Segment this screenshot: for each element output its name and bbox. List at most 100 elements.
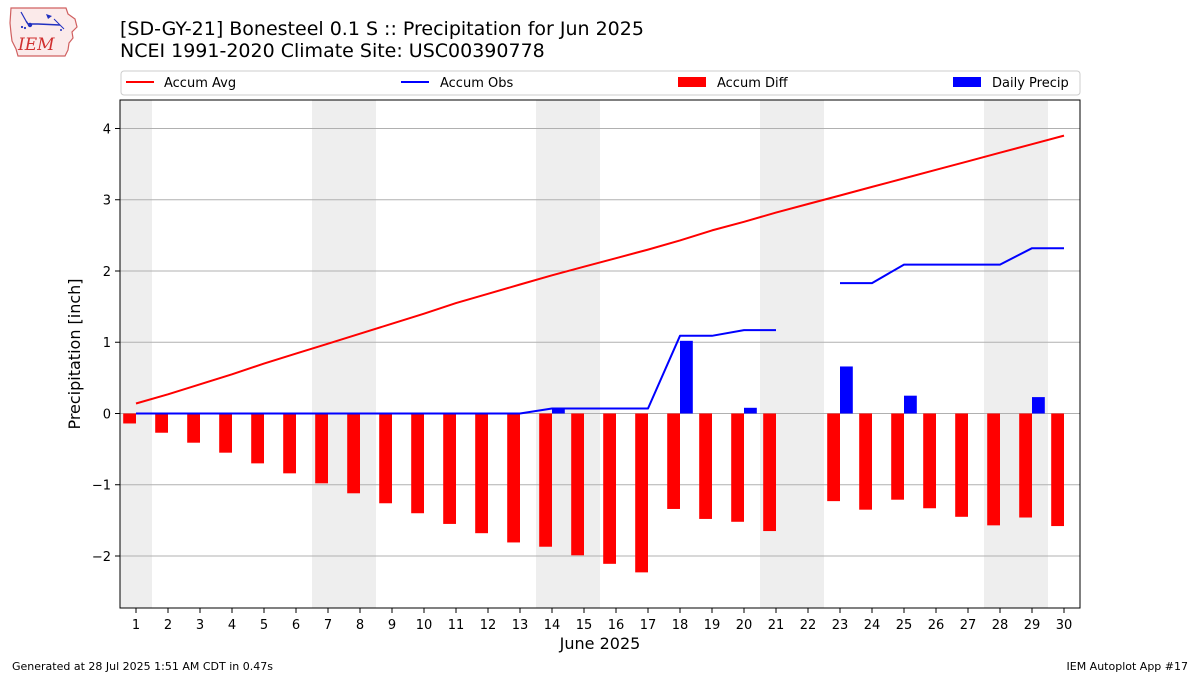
y-tick-label-1: 1	[103, 336, 111, 351]
x-tick-label-22: 22	[800, 618, 817, 633]
accum-diff-bar-day-18	[667, 413, 680, 509]
x-tick-label-29: 29	[1024, 618, 1041, 633]
accum-diff-bar-day-15	[571, 413, 584, 556]
x-tick-label-15: 15	[576, 618, 593, 633]
x-tick-label-13: 13	[512, 618, 529, 633]
generated-timestamp: Generated at 28 Jul 2025 1:51 AM CDT in …	[12, 660, 273, 673]
x-tick-label-19: 19	[704, 618, 721, 633]
x-tick-label-7: 7	[324, 618, 332, 633]
x-tick-label-11: 11	[448, 618, 465, 633]
plot-frame	[119, 99, 1081, 609]
daily-precip-bar-day-14	[552, 408, 565, 414]
x-tick-label-16: 16	[608, 618, 625, 633]
y-tick-label-3: 3	[103, 194, 111, 209]
accum-diff-bar-day-3	[187, 413, 200, 443]
accum-diff-bar-day-2	[155, 413, 168, 433]
weekend-shade-day-21	[760, 100, 792, 608]
weekend-shade-day-28	[984, 100, 1016, 608]
accum-diff-bar-day-24	[859, 413, 872, 510]
legend-swatch-daily-precip	[953, 77, 981, 87]
accum-diff-bar-day-27	[955, 413, 968, 517]
x-tick-label-18: 18	[672, 618, 689, 633]
x-tick-label-8: 8	[356, 618, 364, 633]
accum-diff-bar-day-5	[251, 413, 264, 464]
x-tick-label-14: 14	[544, 618, 561, 633]
accum-diff-bar-day-29	[1019, 413, 1032, 518]
chart-subtitle: NCEI 1991-2020 Climate Site: USC00390778	[120, 40, 545, 62]
weekend-shade-day-29	[1016, 100, 1048, 608]
daily-precip-bar-day-23	[840, 366, 853, 414]
x-tick-label-23: 23	[832, 618, 849, 633]
legend-label-accum-avg: Accum Avg	[164, 76, 236, 91]
x-tick-label-20: 20	[736, 618, 753, 633]
x-tick-label-4: 4	[228, 618, 236, 633]
x-tick-label-10: 10	[416, 618, 433, 633]
accum-diff-bar-day-10	[411, 413, 424, 514]
x-tick-label-27: 27	[960, 618, 977, 633]
y-axis-label: Precipitation [inch]	[65, 278, 84, 429]
x-tick-label-1: 1	[132, 618, 140, 633]
iowa-outline	[9, 7, 78, 57]
legend-frame	[120, 70, 1081, 96]
accum-diff-bar-day-30	[1051, 413, 1064, 527]
x-tick-label-5: 5	[260, 618, 268, 633]
series-lines	[135, 134, 1065, 415]
accum-diff-bar-day-8	[347, 413, 360, 494]
x-tick-label-3: 3	[196, 618, 204, 633]
y-tick-label--1: −1	[92, 479, 111, 494]
y-tick-label--2: −2	[92, 550, 111, 565]
accum-diff-bar-day-13	[507, 413, 520, 543]
accum-diff-bar-day-11	[443, 413, 456, 524]
accum-diff-bar-day-16	[603, 413, 616, 564]
x-tick-label-17: 17	[640, 618, 657, 633]
x-axis-label: June 2025	[559, 634, 641, 653]
weekend-shading	[120, 100, 1048, 608]
x-tick-label-21: 21	[768, 618, 785, 633]
legend-label-accum-obs: Accum Obs	[440, 76, 513, 91]
line-accum-obs	[136, 247, 1064, 415]
accum-diff-bar-day-1	[123, 413, 136, 424]
accum-diff-bar-day-21	[763, 413, 776, 532]
accum-diff-bar-day-26	[923, 413, 936, 509]
iem-logo: IEM	[8, 5, 82, 63]
accum-diff-bar-day-4	[219, 413, 232, 453]
x-tick-label-26: 26	[928, 618, 945, 633]
accum-diff-bar-day-12	[475, 413, 488, 534]
legend: Accum Avg Accum Obs Accum Diff Daily Precip	[120, 70, 1081, 96]
accum-diff-bar-day-6	[283, 413, 296, 474]
daily-precip-bar-day-20	[744, 407, 757, 414]
line-accum-avg	[135, 134, 1065, 405]
chart-title: [SD-GY-21] Bonesteel 0.1 S :: Precipitat…	[120, 18, 644, 40]
accum-diff-bar-day-14	[539, 413, 552, 547]
x-tick-label-6: 6	[292, 618, 300, 633]
x-tick-label-28: 28	[992, 618, 1009, 633]
accum-diff-bar-day-19	[699, 413, 712, 519]
accum-diff-bar-day-23	[827, 413, 840, 502]
x-tick-label-25: 25	[896, 618, 913, 633]
legend-label-accum-diff: Accum Diff	[717, 76, 789, 91]
x-tick-label-24: 24	[864, 618, 881, 633]
accum-diff-bar-day-17	[635, 413, 648, 573]
legend-swatch-accum-diff	[678, 77, 706, 87]
accum-diff-bar-day-9	[379, 413, 392, 504]
weekend-shade-day-1	[120, 100, 152, 608]
weekend-shade-day-8	[344, 100, 376, 608]
weekend-shade-day-22	[792, 100, 824, 608]
logo-text: IEM	[17, 35, 55, 55]
daily-precip-bar-day-25	[904, 395, 917, 414]
y-tick-label-0: 0	[103, 407, 111, 422]
bars	[123, 340, 1064, 573]
daily-precip-bar-day-18	[680, 340, 693, 414]
daily-precip-bar-day-29	[1032, 397, 1045, 414]
x-tick-label-30: 30	[1056, 618, 1073, 633]
accum-diff-bar-day-28	[987, 413, 1000, 526]
legend-label-daily-precip: Daily Precip	[992, 76, 1069, 91]
x-tick-label-9: 9	[388, 618, 396, 633]
y-tick-label-4: 4	[103, 122, 111, 137]
x-tick-label-12: 12	[480, 618, 497, 633]
y-tick-label-2: 2	[103, 265, 111, 280]
accum-diff-bar-day-25	[891, 413, 904, 500]
x-tick-label-2: 2	[164, 618, 172, 633]
